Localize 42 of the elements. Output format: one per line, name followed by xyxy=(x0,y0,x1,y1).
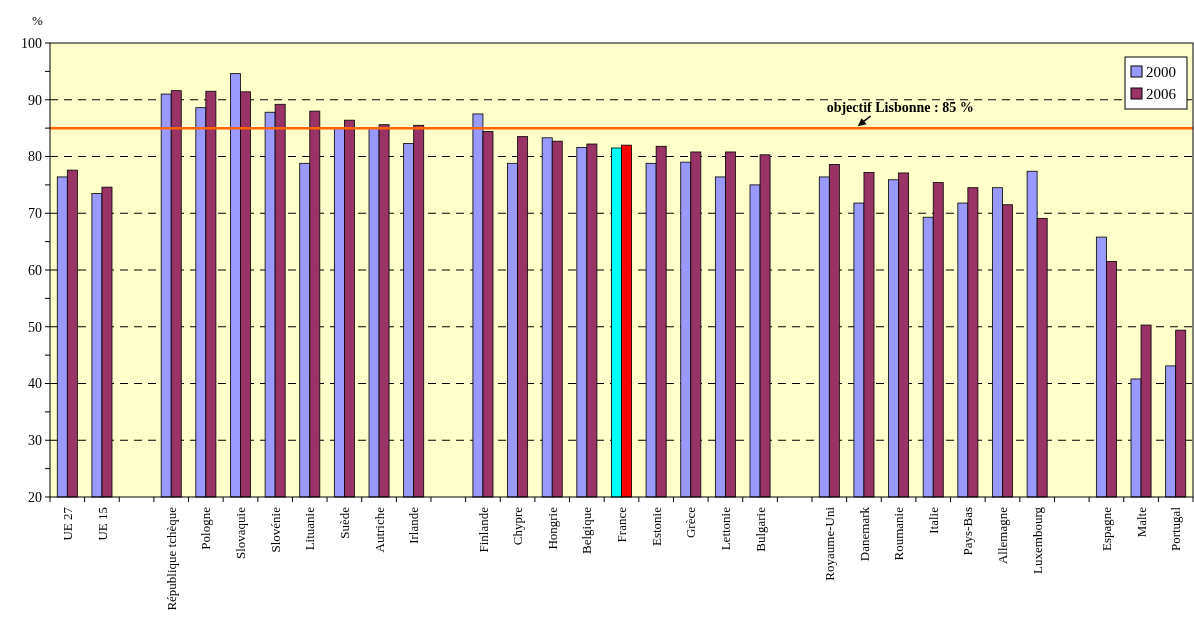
x-tick-label: Grèce xyxy=(683,506,699,539)
x-tick-label: Lituanie xyxy=(302,506,318,551)
x-tick-label: République tchèque xyxy=(163,506,179,611)
x-tick-label: UE 15 xyxy=(94,507,110,541)
y-tick-label: 40 xyxy=(28,376,42,392)
x-tick-label: Portugal xyxy=(1168,506,1184,552)
y-tick-label: 50 xyxy=(28,319,42,335)
y-tick-label: 30 xyxy=(28,433,42,449)
legend-label: 2000 xyxy=(1146,64,1176,81)
y-tick-label: 80 xyxy=(28,149,42,165)
x-tick-label: Finlande xyxy=(475,506,491,553)
x-tick-label: Malte xyxy=(1133,506,1149,538)
y-tick-label: 100 xyxy=(21,35,42,51)
x-tick-label: Estonie xyxy=(648,506,664,546)
x-tick-label: Italie xyxy=(925,506,941,534)
y-tick-label: 90 xyxy=(28,92,42,108)
x-tick-label: Chypre xyxy=(510,506,526,546)
x-tick-label: Autriche xyxy=(371,506,387,553)
y-tick-label: 70 xyxy=(28,206,42,222)
x-tick-label: France xyxy=(614,506,630,543)
y-axis-title: % xyxy=(32,13,43,28)
x-tick-label: Danemark xyxy=(856,506,872,562)
x-tick-label: Pays-Bas xyxy=(960,507,976,556)
x-tick-label: Luxembourg xyxy=(1029,506,1045,574)
x-tick-label: Irlande xyxy=(406,506,422,544)
x-tick-label: Hongrie xyxy=(544,506,560,550)
x-tick-label: Slovénie xyxy=(267,506,283,553)
y-tick-label: 60 xyxy=(28,262,42,278)
x-tick-label: Roumanie xyxy=(891,506,907,561)
x-tick-label: Bulgarie xyxy=(752,506,768,552)
x-tick-label: Allemagne xyxy=(995,506,1011,565)
y-tick-label: 20 xyxy=(28,489,42,505)
x-tick-label: Slovaquie xyxy=(233,506,249,559)
x-tick-label: Royaume-Uni xyxy=(821,506,837,581)
x-tick-label: Pologne xyxy=(198,506,214,550)
ref-line-label: objectif Lisbonne : 85 % xyxy=(826,100,974,116)
x-tick-label: Suède xyxy=(336,506,352,539)
x-tick-label: Belgique xyxy=(579,506,595,554)
x-tick-label: Lettonie xyxy=(717,506,733,551)
legend-label: 2006 xyxy=(1146,86,1177,103)
x-tick-label: Espagne xyxy=(1098,506,1114,552)
x-tick-label: UE 27 xyxy=(59,506,75,541)
